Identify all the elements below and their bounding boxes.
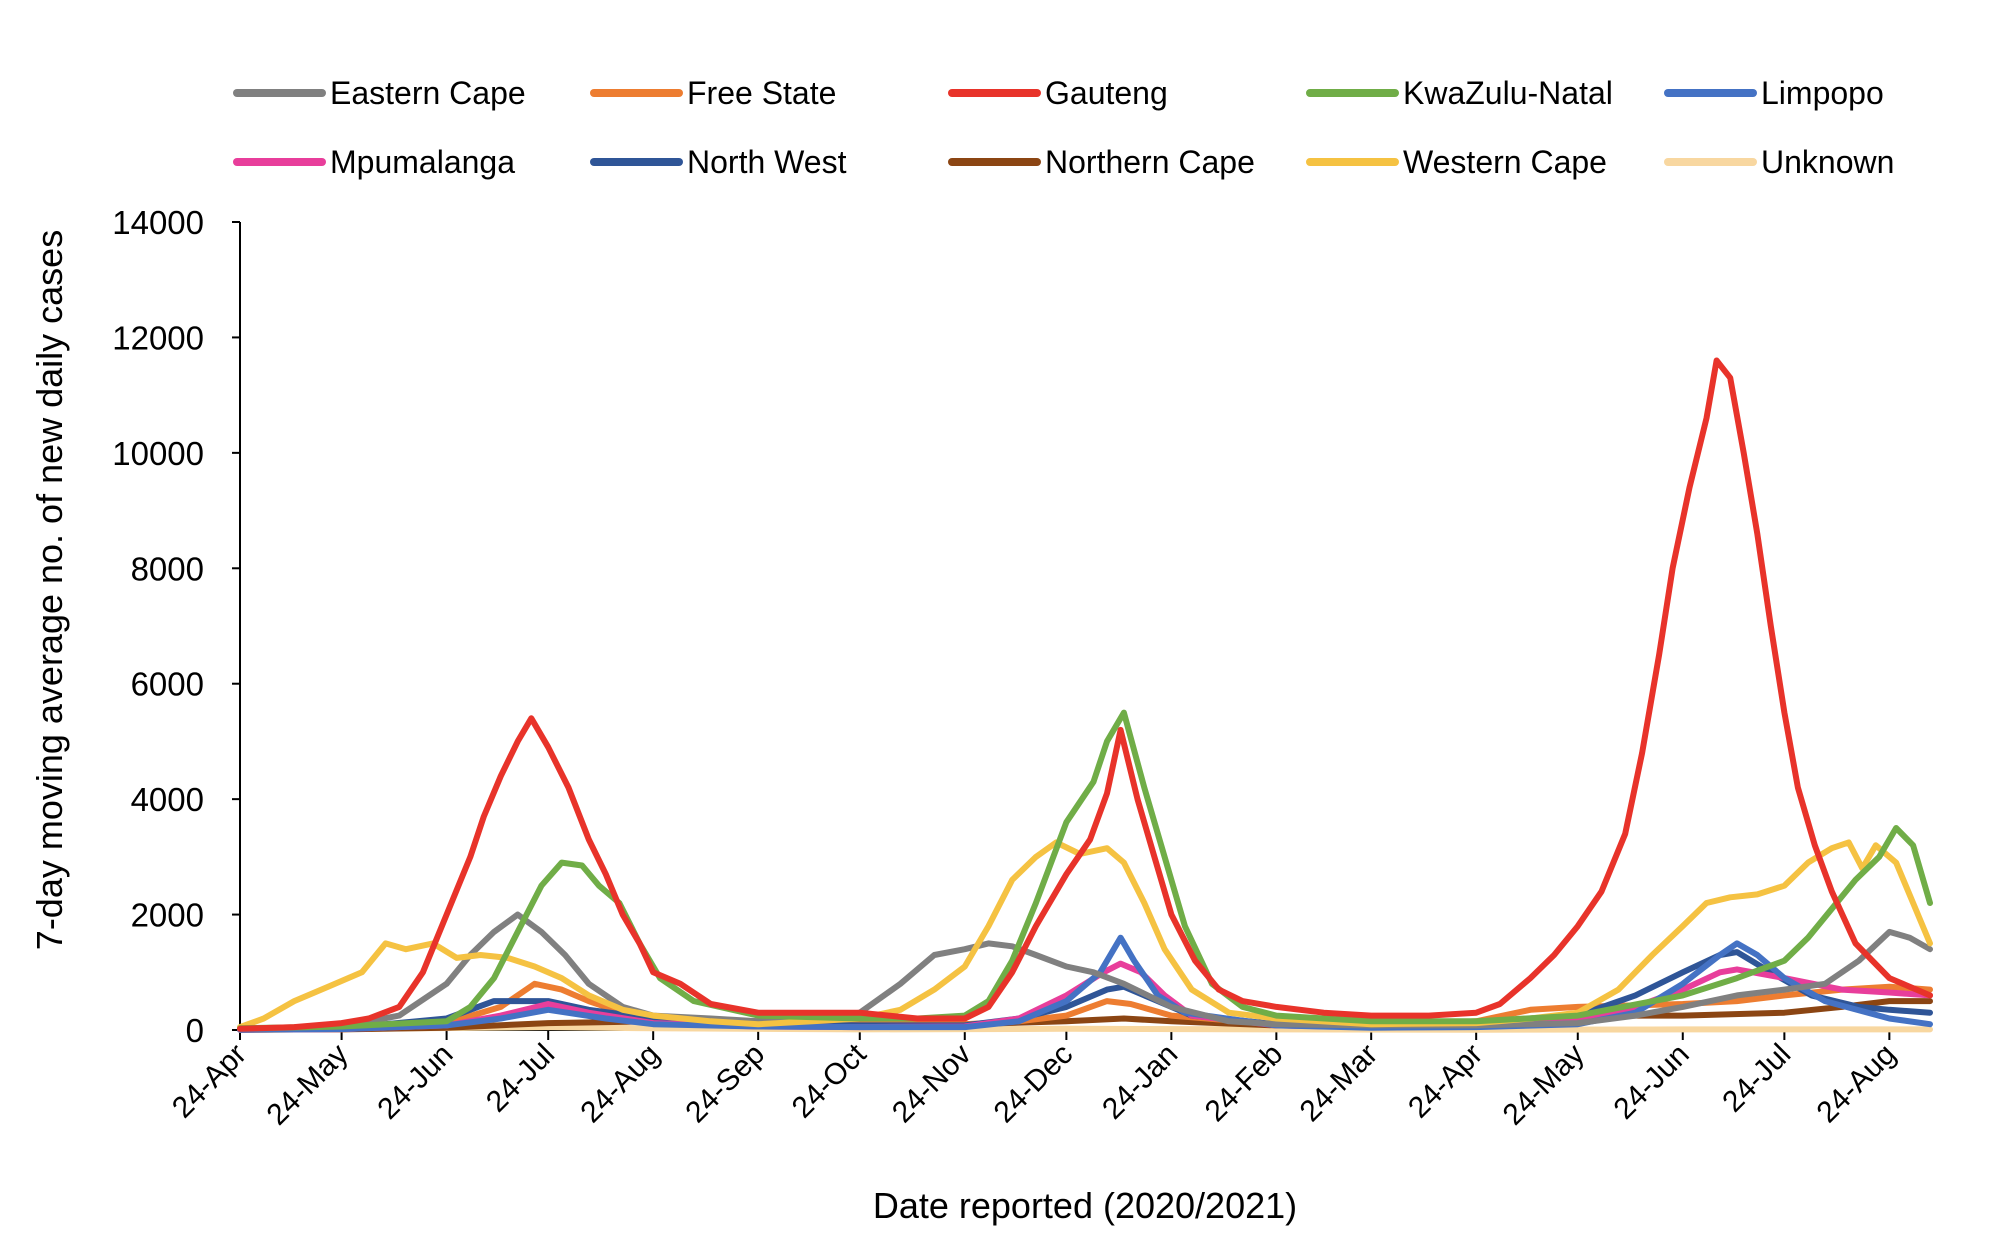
x-tick-label: 24-Jul [480, 1038, 561, 1119]
x-tick-label: 24-May [1497, 1038, 1591, 1132]
x-tick-label: 24-Sep [679, 1038, 771, 1130]
series-line-western-cape [237, 839, 1933, 1031]
legend-label-mpumalanga: Mpumalanga [330, 144, 515, 180]
x-tick-label: 24-Dec [988, 1038, 1080, 1130]
y-axis: 0 2000 4000 6000 8000 10000 12000 14000 [112, 204, 241, 1049]
series-layer [237, 357, 1933, 1033]
y-tick-label: 4000 [131, 781, 204, 818]
series-line-kwazulu-natal [237, 709, 1933, 1032]
x-tick-label: 24-Nov [886, 1038, 978, 1130]
x-tick-label: 24-Oct [786, 1037, 873, 1124]
x-tick-label: 24-Aug [574, 1038, 666, 1130]
series-line-northern-cape [237, 998, 1933, 1033]
x-tick-label: 24-Jun [1608, 1038, 1696, 1126]
y-tick-label: 0 [186, 1012, 204, 1049]
x-tick-label: 24-Apr [1402, 1038, 1489, 1125]
y-tick-label: 14000 [112, 204, 204, 241]
y-tick-label: 12000 [112, 319, 204, 356]
x-tick-label: 24-Jul [1716, 1038, 1797, 1119]
x-axis: 24-Apr 24-May 24-Jun 24-Jul 24-Aug 24-Sep 24-O… [166, 1029, 1930, 1132]
y-tick-label: 8000 [131, 550, 204, 587]
legend-label-northern-cape: Northern Cape [1045, 144, 1255, 180]
legend: Eastern Cape Free State Gauteng KwaZulu-Nat… [233, 75, 1894, 180]
y-tick-label: 6000 [131, 666, 204, 703]
legend-label-gauteng: Gauteng [1045, 75, 1168, 111]
series-line-gauteng [237, 357, 1933, 1032]
y-tick-label: 2000 [131, 897, 204, 934]
series-line-eastern-cape [237, 911, 1933, 1032]
legend-label-limpopo: Limpopo [1761, 75, 1884, 111]
y-axis-title: 7-day moving average no. of new daily ca… [29, 230, 70, 950]
x-tick-label: 24-Aug [1811, 1038, 1903, 1130]
x-axis-title: Date reported (2020/2021) [873, 1185, 1297, 1226]
x-tick-label: 24-Feb [1199, 1038, 1290, 1129]
x-tick-label: 24-Mar [1294, 1038, 1385, 1129]
legend-label-unknown: Unknown [1761, 144, 1894, 180]
series-line-limpopo [237, 934, 1933, 1033]
x-tick-label: 24-Apr [166, 1038, 253, 1125]
legend-label-north-west: North West [687, 144, 847, 180]
x-tick-label: 24-Jun [371, 1038, 459, 1126]
y-tick-label: 10000 [112, 435, 204, 472]
x-tick-label: 24-Jan [1096, 1038, 1184, 1126]
legend-label-free-state: Free State [687, 75, 836, 111]
x-tick-label: 24-May [260, 1038, 354, 1132]
legend-label-western-cape: Western Cape [1403, 144, 1607, 180]
legend-label-eastern-cape: Eastern Cape [330, 75, 526, 111]
legend-label-kwazulu-natal: KwaZulu-Natal [1403, 75, 1613, 111]
